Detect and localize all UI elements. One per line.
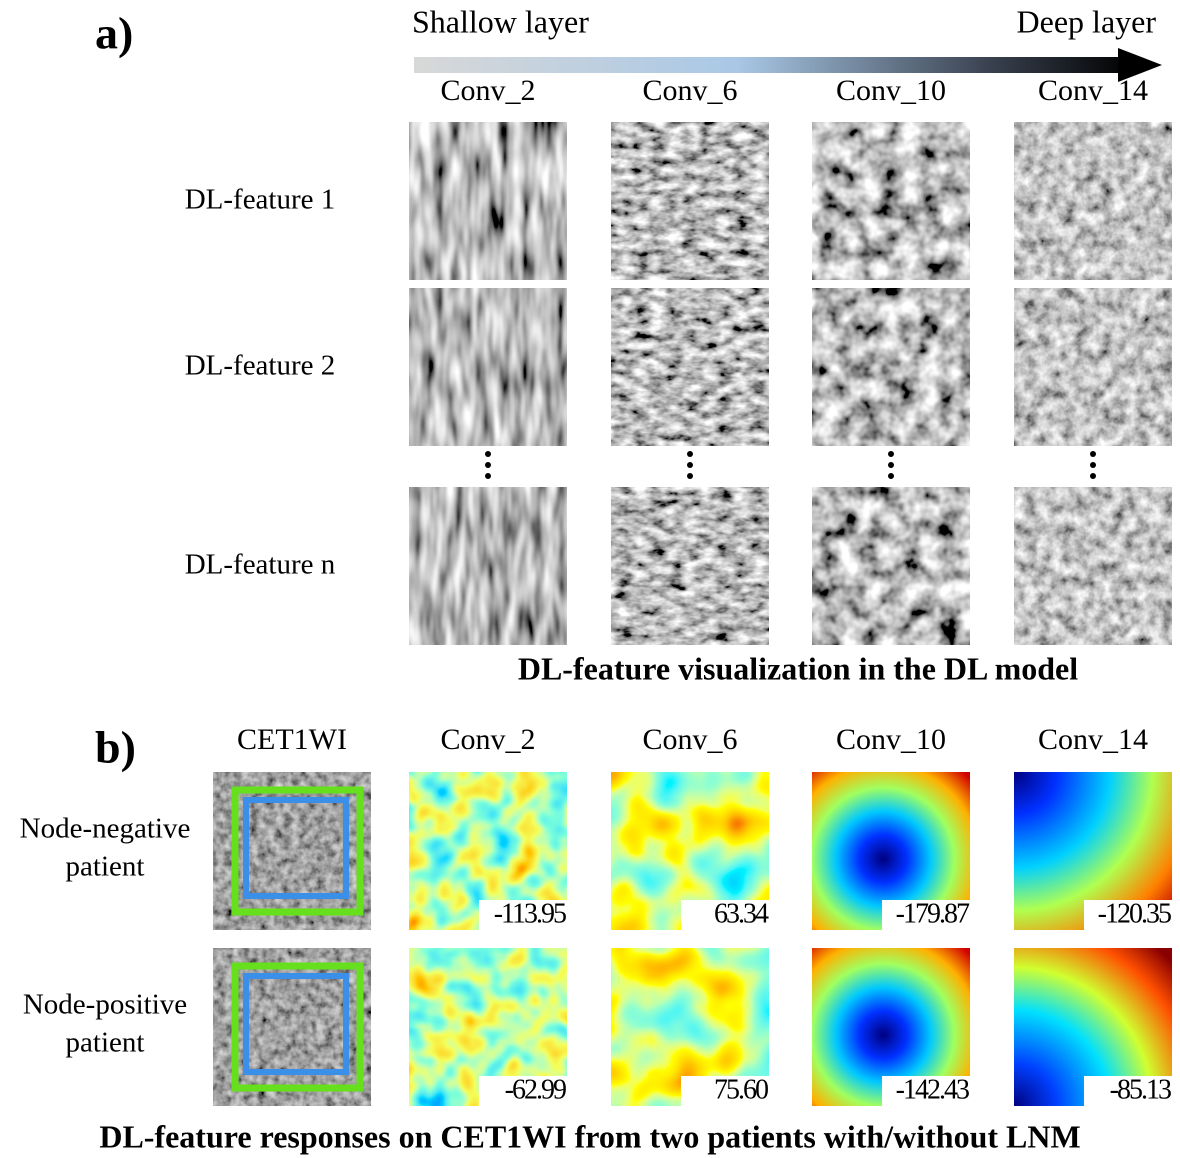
feature-map bbox=[611, 122, 769, 280]
ellipsis-dot bbox=[888, 473, 894, 479]
column-label: Conv_14 bbox=[1038, 723, 1148, 756]
feature-map bbox=[611, 487, 769, 645]
feature-map bbox=[409, 487, 567, 645]
ellipsis-dot bbox=[485, 462, 491, 468]
row-label: Node-positive bbox=[23, 989, 187, 1021]
column-label: CET1WI bbox=[237, 723, 347, 756]
arrow-start-label: Shallow layer bbox=[412, 3, 589, 39]
panel-label: a) bbox=[95, 8, 133, 59]
score-label: -113.95 bbox=[494, 898, 566, 929]
ellipsis-dot bbox=[485, 451, 491, 457]
feature-map bbox=[409, 288, 567, 446]
score-label: -142.43 bbox=[896, 1074, 969, 1105]
score-label: -120.35 bbox=[1098, 898, 1171, 929]
row-label: patient bbox=[66, 851, 145, 883]
column-label: Conv_14 bbox=[1038, 74, 1148, 107]
ellipsis-dot bbox=[1090, 451, 1096, 457]
feature-map bbox=[1014, 487, 1172, 645]
column-label: Conv_6 bbox=[642, 723, 737, 756]
feature-map bbox=[812, 288, 970, 446]
ellipsis-dot bbox=[687, 473, 693, 479]
ellipsis-dot bbox=[1090, 462, 1096, 468]
ellipsis-dot bbox=[888, 451, 894, 457]
column-label: Conv_10 bbox=[836, 74, 946, 107]
figure: a) Shallow layer Deep layer Conv_2 Conv_6 Con… bbox=[0, 0, 1180, 1158]
feature-map bbox=[1014, 288, 1172, 446]
column-label: Conv_6 bbox=[642, 74, 737, 107]
column-label: Conv_2 bbox=[440, 74, 535, 107]
row-label: Node-negative bbox=[20, 813, 191, 845]
ellipsis-dot bbox=[687, 462, 693, 468]
arrow-end-label: Deep layer bbox=[1017, 3, 1157, 39]
feature-map bbox=[611, 288, 769, 446]
score-label: 63.34 bbox=[714, 898, 769, 929]
column-label: Conv_10 bbox=[836, 723, 946, 756]
row-label: DL-feature n bbox=[185, 549, 336, 581]
ellipsis-dot bbox=[485, 473, 491, 479]
feature-map bbox=[1014, 122, 1172, 280]
score-label: -85.13 bbox=[1110, 1074, 1171, 1105]
score-label: -179.87 bbox=[896, 898, 970, 929]
ellipsis-dot bbox=[687, 451, 693, 457]
feature-map bbox=[812, 122, 970, 280]
score-label: -62.99 bbox=[505, 1074, 566, 1105]
panel-label: b) bbox=[95, 722, 136, 773]
feature-map bbox=[812, 487, 970, 645]
layer-arrow bbox=[414, 57, 1132, 73]
row-label: DL-feature 2 bbox=[185, 350, 336, 382]
row-label: patient bbox=[66, 1027, 145, 1059]
feature-map bbox=[409, 122, 567, 280]
ellipsis-dot bbox=[888, 462, 894, 468]
column-label: Conv_2 bbox=[440, 723, 535, 756]
caption: DL-feature responses on CET1WI from two … bbox=[99, 1118, 1080, 1154]
ellipsis-dot bbox=[1090, 473, 1096, 479]
caption: DL-feature visualization in the DL model bbox=[518, 650, 1078, 686]
score-label: 75.60 bbox=[714, 1074, 768, 1105]
row-label: DL-feature 1 bbox=[185, 184, 336, 216]
